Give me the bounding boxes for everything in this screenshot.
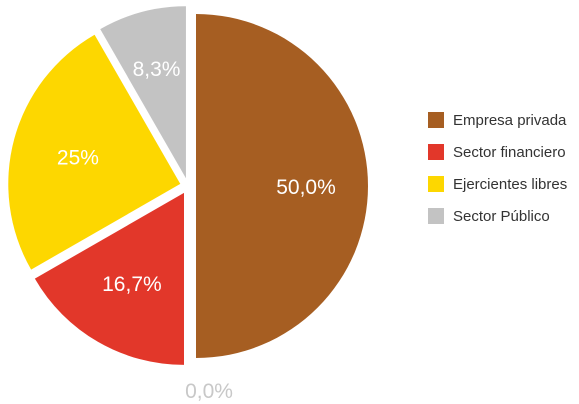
- legend-swatch: [428, 112, 444, 128]
- legend-label: Sector Público: [453, 207, 550, 225]
- legend-item-empresa-privada: Empresa privada: [428, 111, 567, 129]
- legend-swatch: [428, 176, 444, 192]
- pie-slice-sector-p-blico: [100, 6, 186, 179]
- legend-swatch: [428, 208, 444, 224]
- legend: Empresa privada Sector financiero Ejerci…: [428, 111, 567, 239]
- legend-item-ejercientes-libres: Ejercientes libres: [428, 175, 567, 193]
- pie-value-label: 25%: [57, 146, 99, 169]
- pie-slice-empresa-privada: [196, 14, 368, 358]
- pie-slice-sector-financiero: [34, 192, 184, 365]
- legend-label: Sector financiero: [453, 143, 566, 161]
- pie-slice-ejercientes-libres: [8, 34, 181, 270]
- pie-value-label: 8,3%: [133, 58, 181, 81]
- legend-item-sector-publico: Sector Público: [428, 207, 567, 225]
- zero-value-label: 0,0%: [185, 380, 233, 403]
- pie-value-label: 16,7%: [102, 273, 162, 296]
- legend-label: Ejercientes libres: [453, 175, 568, 193]
- legend-swatch: [428, 144, 444, 160]
- pie-value-label: 50,0%: [276, 176, 336, 199]
- pie-slices: [8, 6, 368, 365]
- pie-labels: 50,0% 16,7% 25% 8,3%: [57, 58, 336, 296]
- legend-label: Empresa privada: [453, 111, 567, 129]
- legend-item-sector-financiero: Sector financiero: [428, 143, 567, 161]
